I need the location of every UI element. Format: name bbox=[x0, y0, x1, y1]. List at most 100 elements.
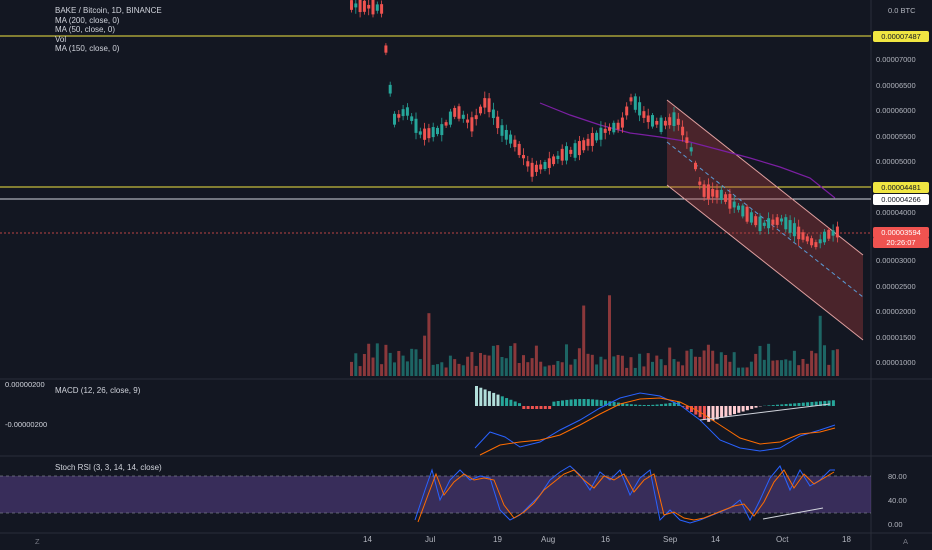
candle-body bbox=[608, 127, 611, 131]
ma50-label[interactable]: MA (50, close, 0) bbox=[55, 25, 116, 34]
candle-body bbox=[741, 205, 745, 217]
candle-body bbox=[427, 128, 431, 139]
volume-bar bbox=[500, 356, 504, 376]
stoch-label[interactable]: Stoch RSI (3, 3, 14, 14, close) bbox=[55, 463, 162, 472]
candle-body bbox=[668, 117, 672, 126]
price-axis[interactable]: 0.0 BTC 0.00007000 0.00006500 0.00006000… bbox=[876, 6, 916, 367]
candle-body bbox=[672, 112, 676, 127]
macd-histogram-bar bbox=[690, 406, 693, 412]
candle-body bbox=[603, 128, 607, 133]
price-tick: 0.00004000 bbox=[876, 208, 916, 217]
candle-body bbox=[818, 239, 822, 244]
stoch-divergence-line[interactable] bbox=[762, 507, 824, 520]
macd-histogram-bar bbox=[711, 406, 715, 421]
volume-bar bbox=[461, 365, 465, 376]
volume-bar bbox=[603, 359, 607, 376]
candle-body bbox=[423, 128, 427, 140]
candle-body bbox=[706, 184, 710, 200]
ma150-label[interactable]: MA (150, close, 0) bbox=[55, 44, 120, 53]
volume-bar bbox=[737, 367, 740, 376]
macd-histogram-bar bbox=[784, 404, 788, 406]
candle-body bbox=[384, 45, 388, 53]
macd-histogram-bar bbox=[750, 406, 754, 409]
volume-bar bbox=[556, 361, 560, 376]
candle-body bbox=[595, 132, 599, 141]
candle-body bbox=[350, 0, 353, 10]
volume-bar bbox=[453, 359, 457, 376]
macd-histogram-bar bbox=[672, 402, 676, 406]
macd-histogram-bar bbox=[526, 406, 530, 409]
price-tick: 0.00001000 bbox=[876, 358, 916, 367]
time-label-jul: Jul bbox=[425, 535, 435, 544]
time-label-19: 19 bbox=[493, 535, 502, 544]
time-label-aug: Aug bbox=[541, 535, 555, 544]
volume-bar bbox=[823, 345, 826, 376]
vol-label[interactable]: Vol bbox=[55, 34, 67, 44]
volume-bar bbox=[380, 364, 384, 376]
volume-bar bbox=[651, 361, 654, 376]
candle-body bbox=[646, 115, 650, 123]
ma200-label[interactable]: MA (200, close, 0) bbox=[55, 15, 120, 25]
macd-histogram-bar bbox=[578, 399, 582, 406]
stoch-k-line bbox=[414, 465, 835, 524]
macd-divergence-line[interactable] bbox=[699, 403, 831, 421]
unit-label: 0.0 BTC bbox=[888, 6, 916, 15]
volume-bar bbox=[577, 348, 581, 376]
candle-body bbox=[552, 156, 556, 165]
macd-histogram-bar bbox=[776, 404, 779, 406]
volume-bar bbox=[470, 352, 474, 376]
macd-histogram-bar bbox=[754, 406, 758, 408]
volume-bar bbox=[681, 365, 685, 376]
candle-body bbox=[405, 107, 409, 116]
macd-label[interactable]: MACD (12, 26, close, 9) bbox=[55, 386, 141, 395]
candle-body bbox=[500, 125, 504, 136]
candle-body bbox=[547, 158, 551, 168]
candle-body bbox=[612, 122, 616, 133]
macd-histogram-bar bbox=[591, 399, 595, 406]
volume-bar bbox=[818, 315, 822, 376]
macd-histogram-bar bbox=[715, 406, 719, 420]
macd-histogram-bar bbox=[505, 398, 509, 406]
chart-legend[interactable]: BAKE / Bitcoin, 1D, BINANCE MA (200, clo… bbox=[55, 6, 162, 54]
macd-signal-line bbox=[479, 397, 836, 456]
candle-body bbox=[728, 193, 732, 209]
candle-body bbox=[380, 4, 384, 14]
macd-histogram-bar bbox=[509, 399, 513, 406]
candle-body bbox=[835, 226, 839, 238]
price-tick: 0.00006000 bbox=[876, 106, 916, 115]
volume-bar bbox=[784, 359, 788, 376]
price-tick: 0.00002000 bbox=[876, 307, 916, 316]
candle-body bbox=[577, 141, 581, 156]
volume-bar bbox=[466, 356, 470, 376]
volume-bar bbox=[552, 364, 556, 376]
volume-bar bbox=[801, 358, 805, 376]
symbol-title[interactable]: BAKE / Bitcoin, 1D, BINANCE bbox=[55, 6, 162, 15]
volume-bar bbox=[509, 345, 513, 376]
candle-body bbox=[457, 106, 461, 119]
candle-body bbox=[354, 3, 358, 8]
candle-body bbox=[414, 118, 418, 133]
volume-bar bbox=[487, 355, 491, 376]
candle-body bbox=[651, 115, 654, 127]
candle-body bbox=[470, 117, 474, 132]
log-scale-toggle[interactable]: Z bbox=[35, 537, 40, 546]
macd-histogram-bar bbox=[556, 401, 560, 406]
descending-channel[interactable] bbox=[667, 100, 863, 340]
macd-histogram-bar bbox=[788, 403, 792, 406]
macd-histogram-bar bbox=[548, 406, 552, 409]
candle-body bbox=[569, 149, 573, 154]
volume-bar bbox=[590, 354, 594, 376]
volume-bar bbox=[767, 343, 771, 376]
volume-bar bbox=[367, 343, 371, 376]
volume-bar bbox=[685, 350, 689, 376]
volume-bar bbox=[788, 360, 792, 376]
candle-body bbox=[754, 216, 758, 226]
auto-scale-toggle[interactable]: A bbox=[903, 537, 909, 546]
volume-bar bbox=[668, 347, 672, 376]
candle-body bbox=[474, 115, 478, 120]
volume-bar bbox=[702, 350, 706, 376]
candle-body bbox=[737, 205, 740, 210]
volume-bar bbox=[638, 353, 642, 376]
candle-body bbox=[410, 116, 414, 121]
